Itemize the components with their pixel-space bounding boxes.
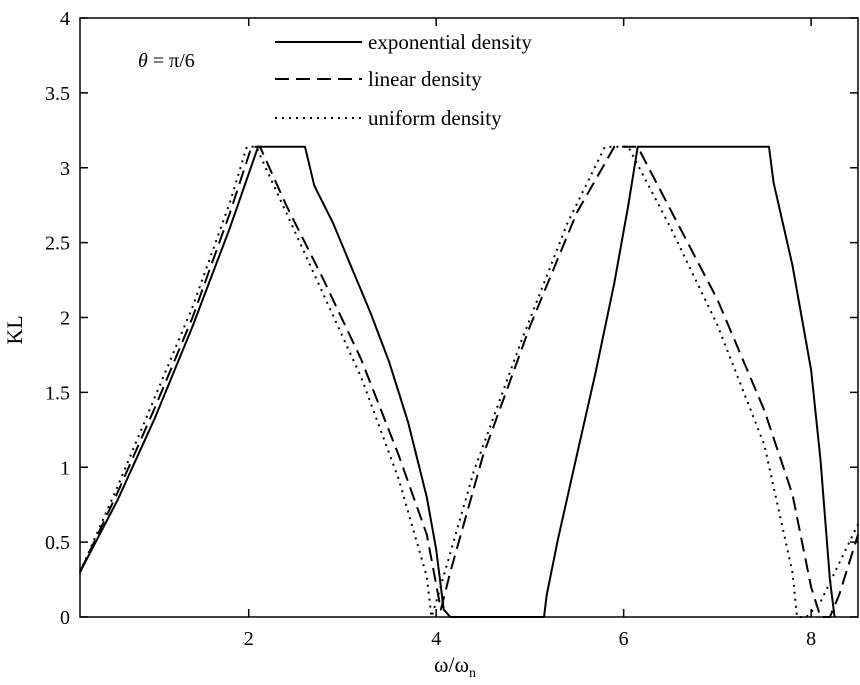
series-line-solid: [79, 145, 836, 618]
y-tick-label: 0: [60, 607, 70, 629]
y-tick-label: 3: [60, 158, 70, 180]
series-layer: [79, 145, 859, 618]
annotation: θ = π/6: [138, 50, 195, 72]
x-tick-label: 8: [806, 628, 816, 650]
x-axis-label: ω/ωn: [434, 652, 476, 681]
series-line-dashed: [79, 145, 859, 618]
legend: exponential density linear density unifo…: [275, 30, 532, 130]
y-tick-label: 2: [60, 308, 70, 330]
legend-label-exponential: exponential density: [368, 30, 532, 54]
y-tick-label: 1.5: [45, 382, 70, 404]
y-tick-label: 4: [60, 8, 70, 30]
x-tick-label: 6: [619, 628, 629, 650]
legend-label-uniform: uniform density: [368, 106, 502, 130]
y-axis-label: KL: [2, 315, 27, 344]
annotation-text: θ = π/6: [138, 50, 195, 72]
x-tick-label: 4: [431, 628, 441, 650]
legend-label-linear: linear density: [368, 67, 482, 91]
x-tick-label: 2: [244, 628, 254, 650]
y-tick-label: 3.5: [45, 83, 70, 105]
plot-frame: [79, 17, 859, 618]
y-tick-label: 2.5: [45, 233, 70, 255]
y-tick-label: 1: [60, 457, 70, 479]
y-tick-label: 0.5: [45, 532, 70, 554]
